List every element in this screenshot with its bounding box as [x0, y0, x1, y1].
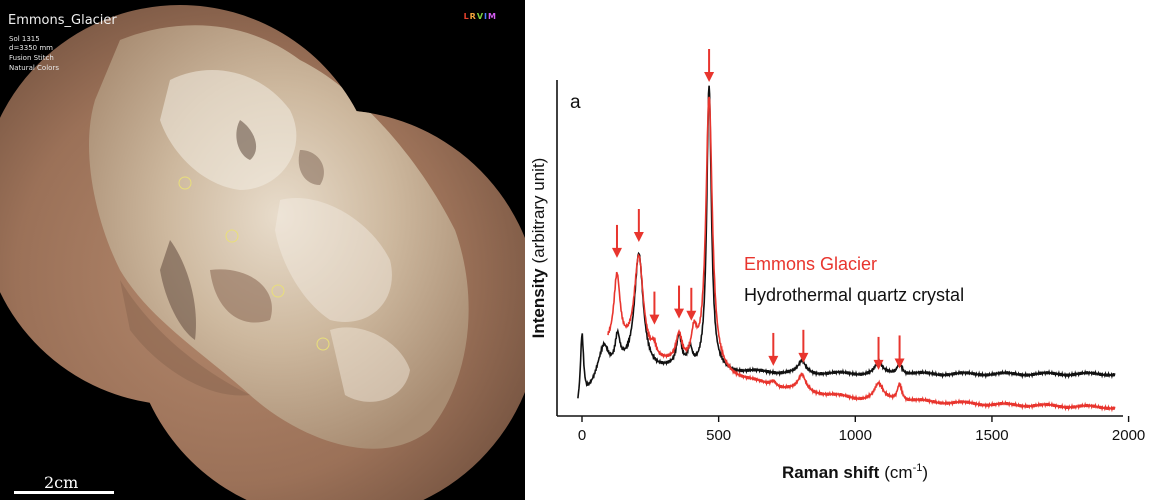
raman-chart-panel: 0 500 1000 1500 2000 a Emmons Glacier Hydrot… — [525, 0, 1165, 500]
distance-label: d=3350 mm — [9, 44, 53, 52]
x-axis-title-close: ) — [922, 463, 928, 482]
x-tick-label: 1500 — [975, 427, 1008, 444]
x-tick-label: 500 — [706, 427, 731, 444]
peak-arrow — [768, 332, 779, 366]
peak-arrow — [674, 285, 685, 319]
rock-mosaic-image — [0, 5, 525, 500]
peak-arrow — [873, 336, 884, 370]
peak-arrow — [611, 224, 622, 258]
x-axis-title-sup: -1 — [913, 462, 923, 474]
raman-chart: 0 500 1000 1500 2000 a Emmons Glacier Hydrot… — [529, 49, 1145, 482]
panel-label: a — [570, 92, 581, 113]
rmi-badge-letter: R — [469, 12, 477, 21]
rmi-badge-letter: V — [476, 12, 485, 21]
y-axis-title-main: Intensity — [529, 268, 548, 338]
peak-arrow — [704, 49, 715, 83]
scale-bar-label: 2cm — [44, 473, 79, 492]
rock-image-panel: Emmons_Glacier Sol 1315 d=3350 mm Fusion… — [0, 0, 525, 500]
x-axis-title-unit: (cm — [884, 463, 912, 482]
y-axis-title-rest: (arbitrary unit) — [529, 158, 548, 264]
sol-label: Sol 1315 — [9, 35, 40, 43]
y-axis-title: Intensity (arbitrary unit) — [529, 158, 548, 339]
legend-entry-quartz: Hydrothermal quartz crystal — [744, 285, 964, 305]
mode-label: Fusion Stitch — [9, 54, 54, 62]
target-name-label: Emmons_Glacier — [8, 13, 117, 28]
rmi-badge: LRVIM — [464, 12, 497, 21]
chart-axes — [556, 80, 1123, 417]
x-axis-title: Raman shift (cm-1) — [782, 462, 928, 482]
peak-arrow — [894, 335, 905, 369]
x-tick-label: 2000 — [1112, 427, 1145, 444]
color-mode-label: Natural Colors — [9, 64, 59, 72]
x-axis-title-main: Raman shift — [782, 463, 880, 482]
legend-entry-emmons: Emmons Glacier — [744, 254, 877, 274]
peak-arrow — [686, 287, 697, 321]
scale-bar — [14, 491, 114, 494]
peak-arrow — [649, 291, 660, 325]
x-ticks: 0 500 1000 1500 2000 — [578, 416, 1145, 444]
x-tick-label: 1000 — [839, 427, 872, 444]
rmi-badge-letter: M — [488, 12, 497, 21]
rmi-badge-letter: L — [463, 12, 470, 21]
peak-arrow — [798, 329, 809, 363]
x-tick-label: 0 — [578, 427, 586, 444]
series-line-quartz — [577, 85, 1116, 399]
rmi-badge-letter: I — [484, 12, 489, 21]
series-layer — [577, 85, 1116, 413]
peak-arrow — [633, 209, 644, 243]
peak-arrows — [611, 49, 905, 370]
series-line-emmons — [607, 96, 1116, 413]
